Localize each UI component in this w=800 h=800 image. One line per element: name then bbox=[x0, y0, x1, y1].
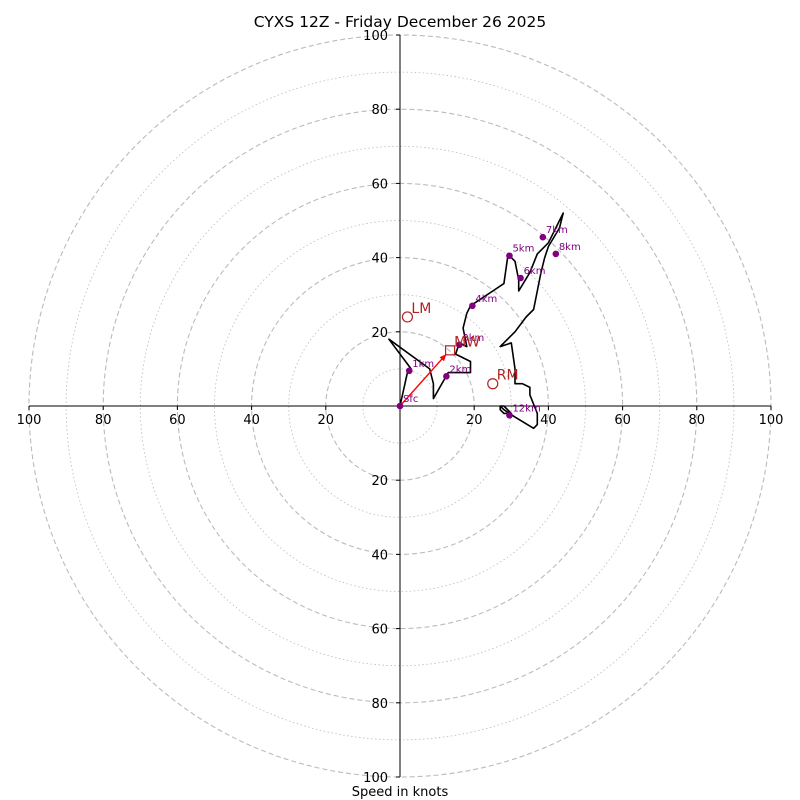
height-marker-2km bbox=[443, 373, 450, 380]
height-label-7km: 7km bbox=[546, 225, 568, 236]
y-tick-label: 40 bbox=[371, 548, 388, 563]
shear-vector-head bbox=[439, 354, 447, 362]
x-tick-label: 20 bbox=[466, 413, 483, 428]
storm-marker-rm bbox=[487, 378, 499, 390]
shear-vector-group bbox=[399, 353, 447, 407]
height-marker-8km bbox=[552, 250, 560, 258]
x-tick-label: 40 bbox=[540, 413, 557, 428]
height-label-6km: 6km bbox=[524, 266, 546, 277]
height-marker-5km bbox=[506, 252, 513, 260]
x-tick-label: 80 bbox=[95, 413, 112, 428]
height-label-5km: 5km bbox=[512, 244, 534, 255]
y-tick-label: 80 bbox=[371, 103, 388, 118]
height-label-sfc: Sfc bbox=[403, 394, 418, 405]
y-tick-label: 60 bbox=[371, 623, 388, 638]
height-label-3km: 3km bbox=[462, 333, 484, 344]
height-marker-12km bbox=[506, 411, 513, 419]
height-label-1km: 1km bbox=[412, 359, 434, 370]
x-tick-label: 100 bbox=[759, 413, 784, 428]
hodograph-trace bbox=[388, 212, 565, 430]
hodograph-trace-group bbox=[388, 212, 565, 430]
height-label-4km: 4km bbox=[475, 294, 497, 305]
x-tick-label: 80 bbox=[689, 413, 706, 428]
height-marker-sfc bbox=[396, 402, 404, 410]
height-marker-4km bbox=[469, 302, 476, 310]
x-tick-label: 60 bbox=[614, 413, 631, 428]
y-tick-label: 20 bbox=[371, 474, 388, 489]
storm-marker-lm bbox=[401, 311, 414, 323]
height-label-2km: 2km bbox=[449, 364, 471, 375]
height-label-12km: 12km bbox=[512, 403, 540, 414]
x-tick-label: 60 bbox=[169, 413, 186, 428]
x-axis-label: Speed in knots bbox=[352, 785, 449, 800]
height-marker-7km bbox=[539, 233, 547, 241]
height-marker-1km bbox=[405, 367, 413, 375]
y-tick-label: 100 bbox=[363, 771, 388, 786]
height-marker-6km bbox=[517, 274, 524, 282]
y-tick-label: 20 bbox=[371, 326, 388, 341]
x-tick-label: 100 bbox=[17, 413, 42, 428]
y-tick-label: 40 bbox=[371, 252, 388, 267]
y-tick-label: 60 bbox=[371, 177, 388, 192]
storm-label-rm: RM bbox=[497, 368, 519, 384]
shear-vector-line bbox=[399, 353, 447, 407]
storm-label-mw: MW bbox=[454, 334, 480, 350]
storm-label-lm: LM bbox=[411, 301, 431, 317]
x-tick-label: 40 bbox=[243, 413, 260, 428]
x-tick-label: 20 bbox=[318, 413, 335, 428]
height-marker-3km bbox=[456, 341, 463, 349]
storm-motion-markers: LM RM MW bbox=[401, 301, 519, 390]
y-tick-label: 80 bbox=[371, 697, 388, 712]
y-tick-label: 100 bbox=[363, 29, 388, 44]
tick-labels: 100 100 80 80 60 60 40 40 20 20 20 20 40 40 60 60 80 80 10… bbox=[17, 29, 784, 786]
storm-marker-mw bbox=[444, 345, 456, 356]
height-markers: Sfc 1km 2km 3km 4km 5km 6km 7km 8km 12km bbox=[396, 225, 581, 419]
chart-title: CYXS 12Z - Friday December 26 2025 bbox=[254, 13, 547, 31]
height-label-8km: 8km bbox=[559, 242, 581, 253]
